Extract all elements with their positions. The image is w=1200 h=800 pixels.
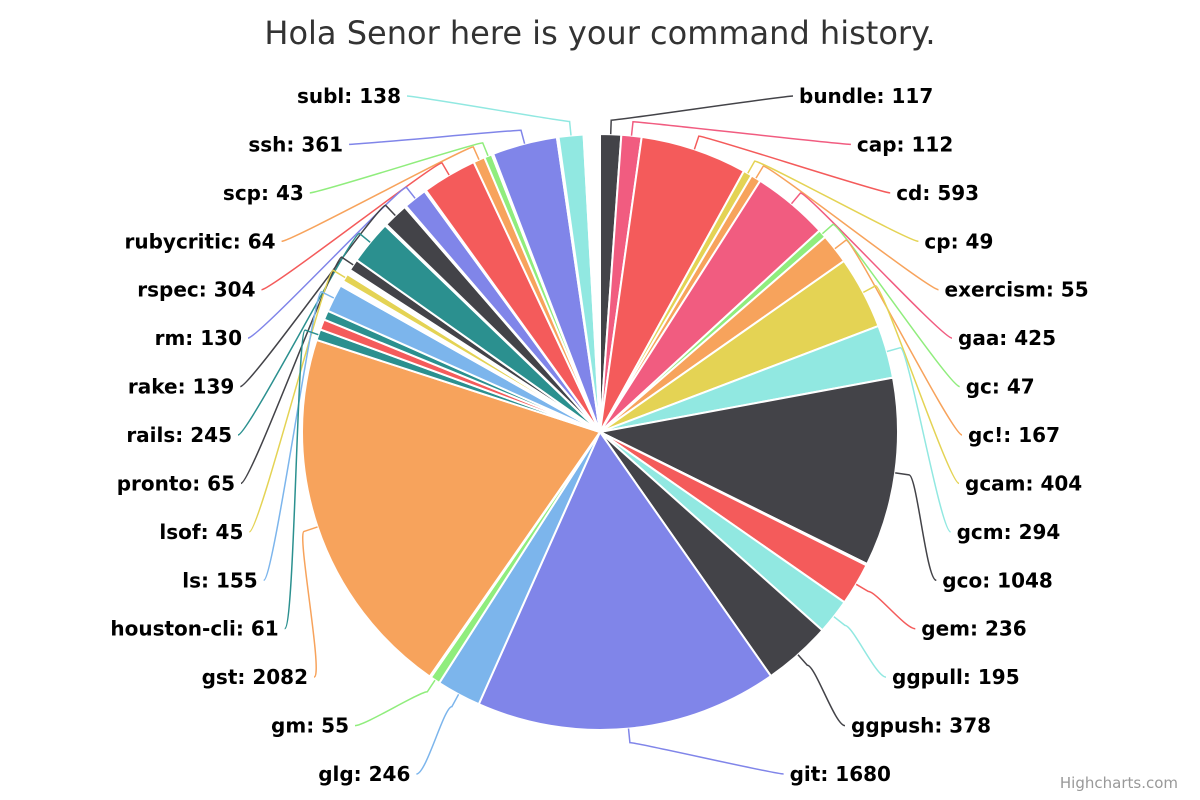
connector-ggpush	[797, 654, 846, 727]
chart-title: Hola Senor here is your command history.	[264, 14, 936, 52]
pie-slice-gco[interactable]	[599, 376, 899, 566]
connector-rails	[237, 232, 371, 436]
data-label-gc: gc: 47	[966, 375, 1035, 399]
connector-rubycritic	[281, 146, 480, 243]
data-label-ggpush: ggpush: 378	[851, 714, 991, 738]
data-label-rake: rake: 139	[128, 375, 234, 399]
data-label-ssh: ssh: 361	[248, 132, 343, 156]
connector-ssh	[349, 129, 526, 146]
data-label-gc: gc!: 167	[968, 423, 1060, 447]
data-label-glg: glg: 246	[318, 762, 410, 786]
connector-rm	[247, 186, 416, 339]
data-label-subl: subl: 138	[297, 84, 401, 108]
data-label-pronto: pronto: 65	[117, 471, 235, 495]
connector-scp	[309, 142, 489, 194]
data-label-ggpull: ggpull: 195	[892, 665, 1020, 689]
data-label-rm: rm: 130	[155, 326, 242, 350]
connector-gc	[834, 239, 963, 436]
data-label-scp: scp: 43	[223, 181, 304, 205]
data-label-houston-cli: houston-cli: 61	[110, 617, 278, 641]
connector-rake	[239, 204, 396, 388]
data-label-lsof: lsof: 45	[159, 520, 243, 544]
data-label-gco: gco: 1048	[942, 568, 1053, 592]
connector-gcm	[886, 346, 952, 533]
data-label-gaa: gaa: 425	[958, 326, 1056, 350]
pie-slice-small-54[interactable]	[597, 132, 601, 433]
data-label-bundle: bundle: 117	[799, 84, 933, 108]
connector-gaa	[790, 192, 953, 339]
data-label-gcam: gcam: 404	[965, 471, 1082, 495]
data-label-rubycritic: rubycritic: 64	[125, 229, 276, 253]
data-label-rspec: rspec: 304	[137, 278, 255, 302]
connector-ggpull	[833, 616, 887, 678]
connector-pronto	[240, 256, 354, 485]
connector-bundle	[609, 95, 794, 135]
connector-cd	[693, 135, 891, 194]
data-label-cd: cd: 593	[896, 181, 979, 205]
data-label-ls: ls: 155	[182, 568, 257, 592]
connector-rspec	[261, 162, 450, 291]
connector-lsof	[248, 269, 346, 533]
connector-subl	[406, 95, 572, 136]
data-label-rails: rails: 245	[126, 423, 232, 447]
data-label-gm: gm: 55	[271, 714, 349, 738]
data-label-gst: gst: 2082	[202, 665, 308, 689]
connector-gem	[855, 583, 916, 630]
data-label-gem: gem: 236	[921, 617, 1026, 641]
connector-gst	[302, 526, 318, 678]
connector-glg	[416, 693, 460, 775]
pie-slice-gst[interactable]	[301, 338, 601, 678]
connector-git	[627, 728, 784, 775]
data-label-exercism: exercism: 55	[945, 278, 1089, 302]
connector-gco	[895, 472, 938, 582]
data-label-cap: cap: 112	[857, 132, 953, 156]
connector-gm	[354, 679, 436, 727]
connector-ls	[262, 290, 335, 582]
connector-houston-cli	[283, 329, 319, 630]
connector-gcam	[862, 285, 960, 485]
connector-cp	[747, 160, 919, 243]
connector-cap	[630, 121, 851, 146]
connector-exercism	[755, 165, 939, 291]
credits-link[interactable]: Highcharts.com	[1059, 774, 1178, 792]
data-label-cp: cp: 49	[924, 229, 993, 253]
data-label-gcm: gcm: 294	[957, 520, 1061, 544]
data-label-git: git: 1680	[790, 762, 891, 786]
connector-gc	[821, 223, 961, 388]
